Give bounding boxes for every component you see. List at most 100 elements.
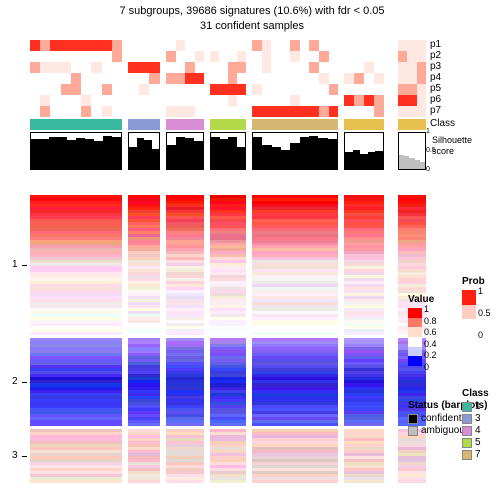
prob-row-label: p4 — [430, 72, 441, 83]
class-bar-segment — [344, 119, 384, 130]
prob-row-group — [344, 106, 384, 117]
heatmap-block — [128, 195, 160, 335]
prob-row-group — [344, 73, 384, 84]
prob-row-group — [128, 62, 160, 73]
title-line2: 31 confident samples — [0, 20, 504, 32]
silhouette-group — [210, 132, 246, 170]
heatmap-block — [166, 429, 204, 483]
prob-row-group — [210, 62, 246, 73]
heatmap-block — [128, 338, 160, 426]
class-bar-segment — [128, 119, 160, 130]
heatmap-block — [30, 195, 122, 335]
heatmap-block — [128, 429, 160, 483]
prob-row-group — [210, 40, 246, 51]
heatmap-block — [252, 195, 338, 335]
prob-row-group — [252, 95, 338, 106]
silhouette-label: Silhouette — [432, 135, 472, 145]
silhouette-group — [166, 132, 204, 170]
value-tick: 0.8 — [424, 316, 437, 326]
prob-row-group — [252, 62, 338, 73]
class-bar-segment — [30, 119, 122, 130]
silhouette-group — [30, 132, 122, 170]
prob-row-group — [166, 84, 204, 95]
prob-row-group — [128, 73, 160, 84]
heatmap-block — [210, 195, 246, 335]
value-tick: 0.4 — [424, 339, 437, 349]
value-tick: 0.6 — [424, 327, 437, 337]
silhouette-group — [128, 132, 160, 170]
heatmap-block — [344, 429, 384, 483]
section-row-label: 1 — [12, 259, 18, 270]
silhouette-group — [252, 132, 338, 170]
class-bar-side — [398, 119, 426, 130]
prob-row-group — [210, 51, 246, 62]
prob-colorbar — [462, 290, 476, 334]
class-bar-segment — [210, 119, 246, 130]
heatmap-block — [30, 429, 122, 483]
prob-row-group — [30, 84, 122, 95]
title-line1: 7 subgroups, 39686 signatures (10.6%) wi… — [0, 5, 504, 17]
prob-row-group — [30, 40, 122, 51]
prob-row-side — [398, 106, 426, 117]
prob-row-label: p6 — [430, 94, 441, 105]
value-tick: 0 — [424, 362, 429, 372]
prob-row-group — [128, 51, 160, 62]
prob-row-label: p5 — [430, 83, 441, 94]
prob-row-group — [344, 95, 384, 106]
heatmap-block — [166, 195, 204, 335]
prob-row-group — [210, 73, 246, 84]
section-row-label: 3 — [12, 450, 18, 461]
prob-row-group — [30, 51, 122, 62]
value-tick: 0.2 — [424, 350, 437, 360]
prob-row-label: p2 — [430, 50, 441, 61]
heatmap-block — [210, 429, 246, 483]
prob-row-group — [252, 84, 338, 95]
prob-row-group — [166, 62, 204, 73]
heatmap-block — [30, 338, 122, 426]
heatmap-block — [344, 338, 384, 426]
prob-row-group — [252, 51, 338, 62]
silhouette-group — [344, 132, 384, 170]
heatmap-block — [166, 338, 204, 426]
prob-row-group — [166, 51, 204, 62]
prob-row-group — [210, 106, 246, 117]
prob-row-side — [398, 73, 426, 84]
class-row-label: Class — [430, 118, 455, 129]
prob-row-group — [128, 84, 160, 95]
prob-row-group — [166, 40, 204, 51]
prob-row-label: p7 — [430, 105, 441, 116]
prob-row-group — [166, 106, 204, 117]
prob-row-group — [344, 51, 384, 62]
prob-row-group — [166, 73, 204, 84]
heatmap-block — [210, 338, 246, 426]
section-row-label: 2 — [12, 376, 18, 387]
prob-row-group — [344, 84, 384, 95]
prob-row-group — [344, 62, 384, 73]
prob-row-side — [398, 62, 426, 73]
prob-row-group — [252, 40, 338, 51]
prob-row-label: p3 — [430, 61, 441, 72]
value-legend-title: Value — [408, 294, 434, 305]
prob-row-side — [398, 95, 426, 106]
heatmap-side-block — [398, 429, 426, 483]
heatmap-block — [252, 429, 338, 483]
prob-row-group — [210, 84, 246, 95]
prob-row-label: p1 — [430, 39, 441, 50]
prob-row-group — [252, 73, 338, 84]
value-colorbar — [408, 308, 422, 366]
prob-row-group — [30, 95, 122, 106]
prob-row-group — [30, 106, 122, 117]
prob-row-side — [398, 84, 426, 95]
prob-row-group — [166, 95, 204, 106]
prob-tick: 1 — [478, 286, 483, 296]
heatmap-block — [252, 338, 338, 426]
value-tick: 1 — [424, 304, 429, 314]
silhouette-side — [398, 132, 426, 170]
prob-row-group — [344, 40, 384, 51]
heatmap-block — [344, 195, 384, 335]
prob-row-group — [30, 62, 122, 73]
prob-tick: 0 — [478, 330, 483, 340]
prob-row-group — [128, 95, 160, 106]
prob-row-group — [252, 106, 338, 117]
prob-row-side — [398, 40, 426, 51]
